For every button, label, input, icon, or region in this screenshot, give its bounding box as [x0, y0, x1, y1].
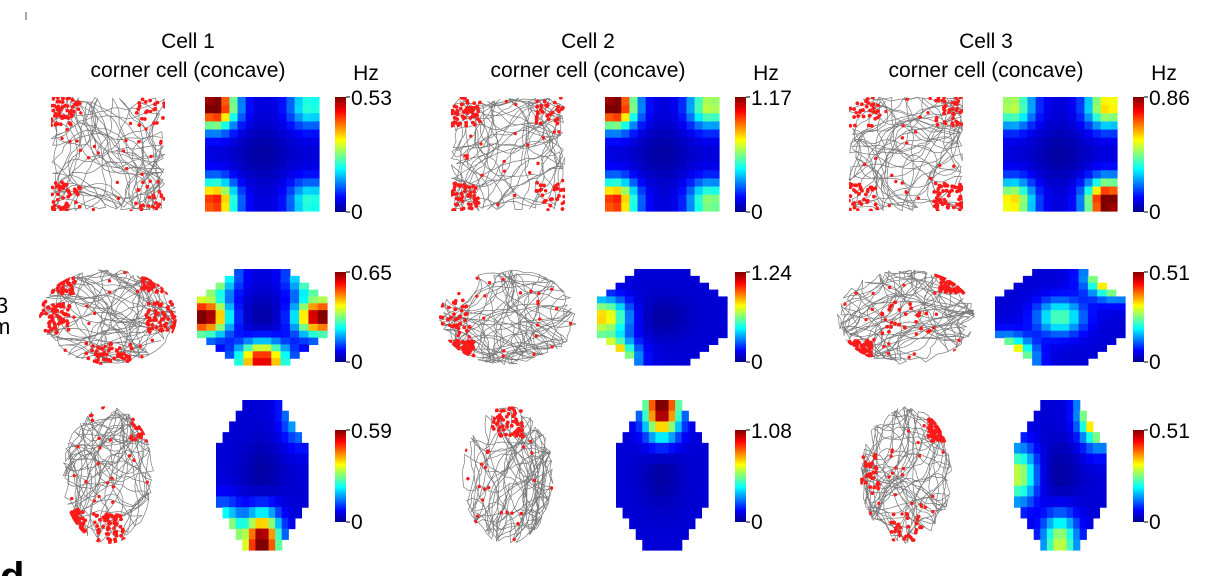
cell-2-row-2-spikes	[439, 276, 573, 358]
cell-1-row-2-colorbar-min: 0	[351, 351, 363, 374]
cell-2-row-2-colorbar	[735, 272, 746, 362]
cell-3-row-3-colorbar-max: 0.51	[1149, 420, 1190, 443]
cell-2-title: Cell 2	[561, 30, 615, 53]
cell-1-row-2-colorbar-max: 0.65	[351, 262, 392, 285]
cell-3-row-2-spikes	[843, 273, 966, 359]
panel-letter: d	[0, 555, 24, 576]
cell-1-row-3-colorbar-max: 0.59	[351, 420, 392, 443]
trajectory-path	[451, 97, 565, 211]
cell-1-title: Cell 1	[161, 30, 215, 53]
cell-3-row-3-colorbar	[1133, 430, 1144, 522]
cell-2-row-1-colorbar-max: 1.17	[751, 87, 792, 110]
cell-3-row-3-trajectory	[860, 406, 952, 544]
cell-1-row-1-trajectory	[51, 97, 165, 211]
cell-2-row-1-colorbar	[735, 97, 746, 212]
cell-2-row-3-spikes	[464, 406, 554, 542]
left-edge-label-bottom: m	[0, 314, 10, 339]
cell-2-row-3-colorbar	[735, 430, 746, 522]
trajectory-path	[860, 406, 952, 544]
cell-1-row-2-ratemap	[197, 269, 328, 366]
trajectory-path	[837, 269, 975, 365]
cell-3-row-2-colorbar-min: 0	[1149, 351, 1161, 374]
cell-2-subtitle: corner cell (concave)	[491, 59, 686, 82]
trajectory-path	[462, 406, 554, 544]
cell-1-row-1-colorbar	[335, 97, 346, 212]
cell-2-hz-unit: Hz	[753, 62, 779, 85]
cell-3-hz-unit: Hz	[1151, 62, 1177, 85]
cell-3-row-3-ratemap	[1014, 400, 1107, 551]
cell-2-row-2-colorbar-max: 1.24	[751, 262, 792, 285]
cell-2-row-3-trajectory	[462, 406, 554, 544]
cell-1-row-3-spikes	[68, 406, 149, 544]
cell-2-row-3-colorbar-max: 1.08	[751, 420, 792, 443]
cell-1-row-1-colorbar-max: 0.53	[351, 87, 392, 110]
cell-1-row-2-spikes	[39, 270, 177, 365]
cell-1-row-3-colorbar	[335, 430, 346, 522]
cell-1-row-3-trajectory	[62, 406, 154, 544]
cell-2-row-2-trajectory	[439, 269, 577, 365]
cell-1-row-3-ratemap	[216, 400, 309, 551]
left-edge-label-top: 3	[0, 293, 8, 318]
cell-2-row-3-colorbar-min: 0	[751, 511, 763, 534]
cell-2-row-1-colorbar-min: 0	[751, 201, 763, 224]
cell-1-subtitle: corner cell (concave)	[91, 59, 286, 82]
cell-3-row-1-colorbar-max: 0.86	[1149, 87, 1190, 110]
cell-2-row-3-ratemap	[616, 400, 709, 551]
cell-3-row-1-ratemap	[1003, 97, 1118, 212]
cell-1-hz-unit: Hz	[353, 62, 379, 85]
cell-3-row-2-ratemap	[995, 269, 1126, 366]
cell-1-row-1-colorbar-min: 0	[351, 201, 363, 224]
cell-2-row-1-trajectory	[451, 97, 565, 211]
cell-2-row-1-spikes	[451, 97, 565, 211]
cell-3-row-1-colorbar	[1133, 97, 1144, 212]
cell-3-subtitle: corner cell (concave)	[889, 59, 1084, 82]
cell-1-row-1-ratemap	[205, 97, 320, 212]
cell-3-row-1-colorbar-min: 0	[1149, 201, 1161, 224]
cell-3-row-1-spikes	[849, 97, 963, 211]
cell-3-title: Cell 3	[959, 30, 1013, 53]
cell-2-row-1-ratemap	[605, 97, 720, 212]
cell-1-row-2-trajectory	[39, 269, 177, 365]
cell-3-row-3-colorbar-min: 0	[1149, 511, 1161, 534]
cell-1-row-1-spikes	[51, 97, 165, 211]
cell-2-row-2-ratemap	[597, 269, 728, 366]
cell-2-row-2-colorbar-min: 0	[751, 351, 763, 374]
cell-3-row-2-colorbar-max: 0.51	[1149, 262, 1190, 285]
cell-3-row-1-trajectory	[849, 97, 963, 211]
cell-3-row-2-colorbar	[1133, 272, 1144, 362]
cell-1-row-3-colorbar-min: 0	[351, 511, 363, 534]
cell-3-row-2-trajectory	[837, 269, 975, 365]
cell-3-row-3-spikes	[860, 417, 947, 543]
cell-1-row-2-colorbar	[335, 272, 346, 362]
